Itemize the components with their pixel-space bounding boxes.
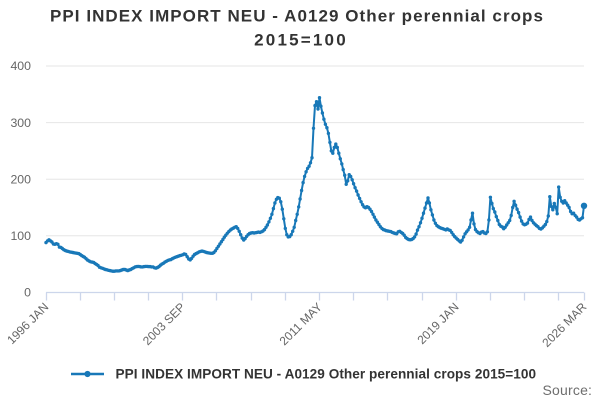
svg-text:PPI INDEX IMPORT NEU - A0129 O: PPI INDEX IMPORT NEU - A0129 Other peren… (50, 7, 544, 26)
svg-text:2015=100: 2015=100 (254, 31, 348, 50)
svg-text:0: 0 (24, 286, 31, 300)
svg-text:200: 200 (10, 172, 31, 186)
svg-text:Source:: Source: (543, 382, 593, 398)
svg-text:100: 100 (10, 229, 31, 243)
svg-text:PPI INDEX IMPORT NEU - A0129 O: PPI INDEX IMPORT NEU - A0129 Other peren… (116, 367, 537, 382)
svg-text:400: 400 (10, 59, 31, 73)
svg-text:300: 300 (10, 116, 31, 130)
